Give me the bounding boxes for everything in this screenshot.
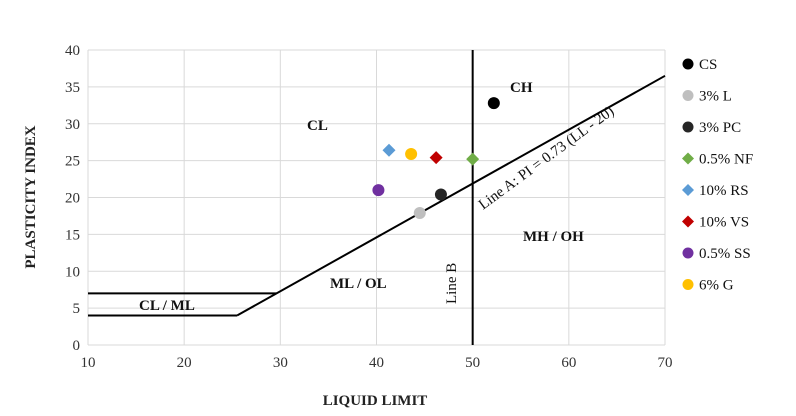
x-axis-title: LIQUID LIMIT: [323, 393, 428, 409]
y-tick-label: 40: [65, 43, 80, 59]
y-tick-label: 15: [65, 227, 80, 243]
y-axis-title: PLASTICITY INDEX: [23, 125, 39, 268]
x-tick-label: 10: [81, 355, 96, 371]
legend-label-0-5-nf: 0.5% NF: [699, 152, 753, 168]
region-label-ch: CH: [510, 80, 533, 96]
legend-marker-3-pc: [682, 121, 694, 133]
point-10-rs: [382, 143, 396, 157]
legend-marker-0-5-ss: [682, 247, 694, 259]
data-points: [372, 97, 500, 219]
point-0-5-ss: [372, 184, 385, 197]
x-tick-label: 20: [177, 355, 192, 371]
legend-label-10-rs: 10% RS: [699, 183, 749, 199]
reference-line-line-a: [236, 74, 666, 317]
point-10-vs: [429, 151, 443, 165]
legend-marker-cs: [682, 58, 694, 70]
legend-label-6-g: 6% G: [699, 278, 734, 294]
line-a-label: Line A: PI = 0.73 (LL - 20): [476, 103, 617, 213]
legend-marker-3-l: [682, 90, 694, 101]
legend-marker-6-g: [682, 279, 694, 290]
y-tick-label: 5: [73, 301, 81, 317]
y-tick-label: 25: [65, 154, 80, 170]
point-cs: [487, 97, 500, 110]
x-tick-label: 50: [465, 355, 480, 371]
x-tick-label: 40: [369, 355, 384, 371]
legend-label-cs: CS: [699, 57, 717, 73]
y-tick-label: 35: [65, 80, 80, 96]
region-label-ml-ol: ML / OL: [330, 276, 387, 292]
region-label-cl: CL: [307, 118, 328, 134]
y-tick-label: 30: [65, 117, 80, 133]
region-label-mh-oh: MH / OH: [523, 229, 584, 245]
x-tick-label: 30: [273, 355, 288, 371]
y-tick-label: 20: [65, 191, 80, 207]
reference-lines: [88, 50, 666, 345]
legend-label-3-l: 3% L: [699, 89, 732, 105]
legend-marker-10-rs: [682, 184, 694, 196]
line-b-label: Line B: [444, 263, 460, 304]
legend-label-10-vs: 10% VS: [699, 215, 749, 231]
x-tick-label: 60: [561, 355, 576, 371]
legend-label-3-pc: 3% PC: [699, 120, 741, 136]
legend-marker-10-vs: [682, 215, 694, 228]
legend-marker-0-5-nf: [682, 152, 694, 165]
x-tick-label: 70: [658, 355, 673, 371]
point-3-pc: [434, 188, 447, 201]
point-3-l: [413, 206, 426, 219]
region-label-cl-ml: CL / ML: [139, 298, 195, 314]
point-6-g: [405, 147, 418, 160]
y-tick-label: 10: [65, 264, 80, 280]
point-0-5-nf: [466, 152, 480, 166]
legend-label-0-5-ss: 0.5% SS: [699, 246, 751, 262]
tick-labels: 10 20 30 40 50 60 70 0 5 10 15 20 25 30 35 40: [65, 43, 673, 371]
legend: CS 3% L 3% PC 0.5% NF 10% RS 10% VS 0.5% SS 6% …: [682, 57, 753, 294]
y-tick-label: 0: [73, 338, 81, 354]
